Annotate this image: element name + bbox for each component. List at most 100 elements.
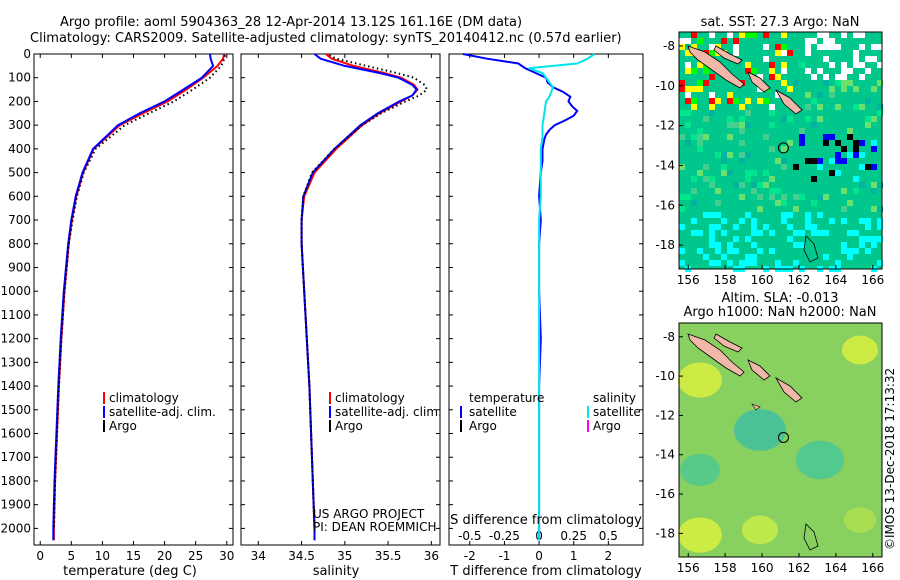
sst-pixel	[691, 104, 697, 110]
sst-pixel	[709, 110, 715, 116]
sst-pixel	[805, 38, 811, 44]
sst-pixel	[739, 158, 745, 164]
sst-pixel	[757, 182, 763, 188]
sst-pixel	[679, 44, 685, 50]
sst-pixel	[769, 176, 775, 182]
sst-pixel	[823, 32, 829, 38]
sst-pixel	[757, 230, 763, 236]
lat-tick-label: -10	[655, 369, 675, 383]
lat-tick-label: -16	[655, 198, 675, 212]
island-shape	[751, 403, 761, 411]
sst-pixel	[691, 32, 697, 38]
island-shape	[747, 359, 771, 381]
sst-pixel	[877, 104, 883, 110]
sst-pixel	[865, 248, 871, 254]
sst-pixel	[763, 98, 769, 104]
sst-pixel	[769, 230, 775, 236]
sla-field	[678, 335, 878, 553]
depth-axis-ticks: 0 100 200 300 400 500 600 700 800 900 1000 1100 1200…	[0, 47, 233, 535]
sst-pixel	[691, 230, 697, 236]
sst-pixel	[859, 152, 865, 158]
sst-pixel	[697, 80, 703, 86]
sst-pixel	[691, 44, 697, 50]
sla-map-panel: Altim. SLA: -0.013 Argo h1000: NaN h2000…	[655, 291, 884, 575]
sst-pixel	[877, 218, 883, 224]
sst-pixel	[835, 104, 841, 110]
x-tick-label: 10	[95, 549, 110, 563]
sla-map-title: Altim. SLA: -0.013	[721, 291, 838, 306]
depth-tick-label: 600	[8, 189, 31, 203]
float-position-marker	[777, 142, 789, 154]
s-difference-axis-label: S difference from climatology	[450, 513, 642, 528]
sst-pixel	[823, 230, 829, 236]
depth-tick-label: 0	[23, 47, 31, 61]
sst-pixel	[823, 134, 829, 140]
sst-pixel	[733, 98, 739, 104]
x-tick-label: 34.5	[288, 549, 315, 563]
sst-pixel	[829, 92, 835, 98]
sst-pixel	[817, 32, 823, 38]
sst-pixel	[679, 86, 685, 92]
sst-pixel	[697, 62, 703, 68]
sst-pixel	[679, 164, 685, 170]
sst-pixel	[679, 248, 685, 254]
legend-satellite-label: satellite-adj. clim.	[109, 405, 216, 419]
series-line-satellite-adj-clim-	[52, 53, 215, 541]
sst-pixel	[739, 122, 745, 128]
lon-tick-label: 158	[714, 561, 737, 575]
depth-tick-label: 1500	[0, 403, 31, 417]
sst-pixel	[835, 80, 841, 86]
depth-tick-label: 900	[8, 260, 31, 274]
sst-pixel	[697, 146, 703, 152]
sst-pixel	[709, 98, 715, 104]
sst-pixel	[853, 146, 859, 152]
s-difference-axis-ticks: -0.5 -0.25 0 0.25 0.5	[458, 529, 618, 543]
sst-pixel	[685, 98, 691, 104]
legend-s-argo-label: Argo	[593, 419, 621, 433]
lon-tick-label: 158	[714, 273, 737, 287]
sst-pixel	[757, 194, 763, 200]
temperature-legend: climatology satellite-adj. clim. Argo	[103, 391, 216, 433]
sst-pixel	[877, 110, 883, 116]
sst-pixel	[691, 176, 697, 182]
sst-pixel	[721, 170, 727, 176]
sst-pixel	[721, 254, 727, 260]
legend-satellite-label: satellite-adj. clim.	[335, 405, 442, 419]
sst-pixel	[841, 74, 847, 80]
salinity-legend: climatology satellite-adj. clim. Argo	[329, 391, 442, 433]
sst-pixel	[871, 164, 877, 170]
sst-pixel	[817, 92, 823, 98]
sst-pixel	[709, 32, 715, 38]
island-shape	[687, 45, 745, 89]
x-tick-label: 25	[188, 549, 203, 563]
sst-pixel	[877, 80, 883, 86]
sst-pixel	[775, 188, 781, 194]
sst-pixel	[745, 122, 751, 128]
island-outline	[803, 523, 819, 551]
sst-pixel	[715, 188, 721, 194]
sst-pixel	[751, 242, 757, 248]
sst-pixel	[847, 254, 853, 260]
sst-pixel	[703, 164, 709, 170]
island-shape	[774, 88, 803, 115]
sst-pixel	[721, 38, 727, 44]
sst-pixel	[679, 110, 685, 116]
sst-pixel	[751, 32, 757, 38]
sst-pixel	[733, 44, 739, 50]
sst-pixel	[685, 92, 691, 98]
island-outline	[803, 235, 819, 263]
sst-pixel	[715, 200, 721, 206]
sst-pixel	[871, 236, 877, 242]
salinity-plot-frame	[240, 53, 441, 546]
sst-pixel	[847, 68, 853, 74]
sst-pixel	[679, 80, 685, 86]
sst-pixel	[853, 230, 859, 236]
sst-pixel	[853, 152, 859, 158]
lon-tick-label: 156	[677, 561, 700, 575]
sst-pixel	[835, 170, 841, 176]
sst-pixel	[835, 44, 841, 50]
sst-pixel	[877, 62, 883, 68]
sst-pixel	[865, 224, 871, 230]
depth-tick-label: 1900	[0, 498, 31, 512]
sst-pixel	[793, 260, 799, 266]
